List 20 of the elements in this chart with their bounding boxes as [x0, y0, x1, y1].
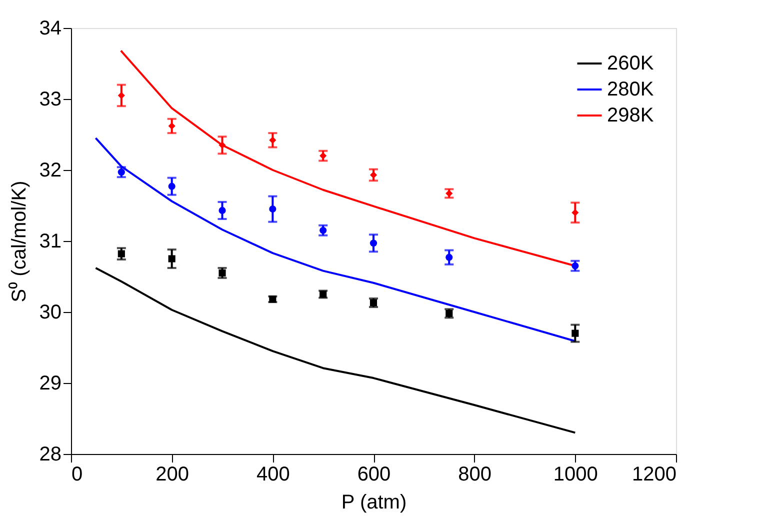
x-tick-label: 1200: [632, 464, 676, 486]
legend-label: 260K: [607, 52, 654, 74]
y-tick-label: 29: [39, 372, 62, 394]
x-tick-label: 200: [156, 464, 190, 486]
legend-label: 298K: [607, 104, 654, 126]
x-tick-label: 600: [357, 464, 391, 486]
x-tick-label: 0: [72, 464, 83, 486]
y-tick-label: 32: [39, 160, 62, 182]
x-axis-title: P (atm): [341, 492, 407, 514]
y-tick-label: 30: [39, 302, 62, 324]
y-tick-label: 33: [39, 88, 62, 110]
y-tick-label: 28: [39, 444, 62, 466]
x-tick-label: 800: [458, 464, 492, 486]
y-axis-title: S⁰ (cal/mol/K): [7, 180, 30, 302]
line-series: [94, 266, 576, 434]
y-tick-label: 31: [39, 230, 62, 252]
x-tick-label: 400: [256, 464, 290, 486]
x-tick-label: 1000: [553, 464, 598, 486]
y-tick-label: 34: [39, 18, 62, 40]
legend-label: 280K: [607, 78, 654, 100]
